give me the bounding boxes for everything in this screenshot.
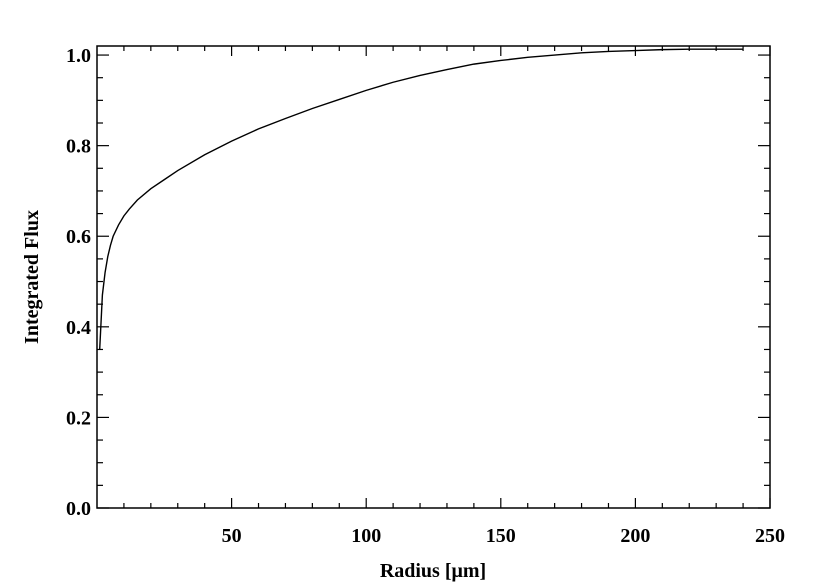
x-tick-label: 250 bbox=[755, 525, 785, 547]
y-axis-title: Integrated Flux bbox=[21, 210, 43, 344]
y-tick-label: 1.0 bbox=[66, 45, 91, 67]
x-tick-label: 150 bbox=[486, 525, 516, 547]
y-tick-label: 0.4 bbox=[66, 317, 91, 339]
y-tick-label: 0.6 bbox=[66, 226, 91, 248]
x-tick-label: 200 bbox=[620, 525, 650, 547]
plot-frame bbox=[96, 45, 771, 509]
x-tick-label: 100 bbox=[351, 525, 381, 547]
y-tick-label: 0.0 bbox=[66, 498, 91, 520]
axis-tick-labels: 50 100 150 200 250 0.0 0.2 0.4 0.6 0.8 1.0 bbox=[66, 45, 785, 547]
integrated-flux-curve bbox=[98, 48, 744, 350]
y-tick-label: 0.8 bbox=[66, 136, 91, 158]
x-axis-title: Radius [μm] bbox=[380, 560, 486, 582]
x-tick-label: 50 bbox=[222, 525, 242, 547]
y-tick-label: 0.2 bbox=[66, 407, 91, 429]
axis-ticks bbox=[97, 46, 771, 509]
